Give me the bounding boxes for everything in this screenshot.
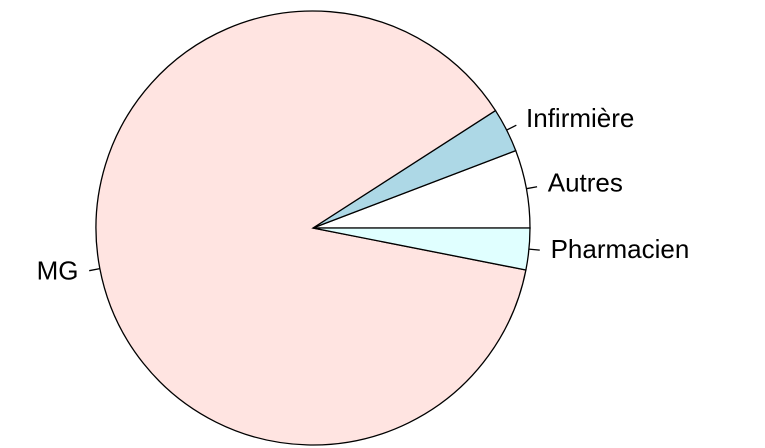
slice-label: Autres bbox=[548, 168, 623, 198]
slice-label: Infirmière bbox=[526, 103, 634, 133]
label-tick bbox=[89, 268, 100, 272]
pie-slice bbox=[95, 10, 527, 446]
slice-label: MG bbox=[37, 256, 79, 286]
slice-label: Pharmacien bbox=[551, 234, 690, 264]
label-tick bbox=[526, 186, 538, 190]
label-tick bbox=[528, 248, 540, 251]
label-tick bbox=[506, 124, 517, 131]
